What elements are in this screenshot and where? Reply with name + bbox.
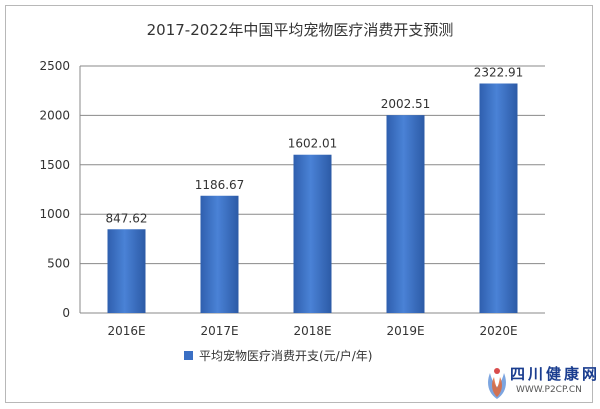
phoenix-logo-icon bbox=[488, 368, 506, 399]
bar bbox=[479, 83, 518, 313]
value-label: 847.62 bbox=[106, 211, 148, 225]
y-tick-labels: 0 500 1000 1500 2000 2500 bbox=[39, 59, 70, 320]
watermark: 四川健康网 WWW.P2CP.CN bbox=[480, 361, 597, 405]
y-tick-label: 2500 bbox=[39, 59, 70, 73]
value-label: 1186.67 bbox=[195, 178, 245, 192]
y-tick-label: 1000 bbox=[39, 207, 70, 221]
bar bbox=[107, 229, 146, 313]
bar bbox=[200, 195, 239, 313]
bar bbox=[293, 154, 332, 313]
y-tick-label: 0 bbox=[62, 306, 70, 320]
x-tick-label: 2018E bbox=[293, 324, 331, 338]
legend: 平均宠物医疗消费开支(元/户/年) bbox=[184, 348, 372, 363]
bars bbox=[107, 83, 518, 314]
x-tick-label: 2016E bbox=[107, 324, 145, 338]
gridlines bbox=[79, 65, 545, 314]
x-tick-label: 2019E bbox=[386, 324, 424, 338]
legend-label: 平均宠物医疗消费开支(元/户/年) bbox=[199, 348, 372, 363]
y-tick-label: 2000 bbox=[39, 108, 70, 122]
value-label: 1602.01 bbox=[288, 137, 338, 151]
legend-swatch bbox=[184, 351, 193, 360]
y-tick-label: 1500 bbox=[39, 158, 70, 172]
bar bbox=[386, 115, 425, 314]
chart-title: 2017-2022年中国平均宠物医疗消费开支预测 bbox=[147, 21, 454, 39]
x-tick-label: 2017E bbox=[200, 324, 238, 338]
watermark-site: WWW.P2CP.CN bbox=[516, 385, 582, 395]
value-labels: 847.62 1186.67 1602.01 2002.51 2322.91 bbox=[106, 65, 524, 225]
y-tick-label: 500 bbox=[47, 257, 70, 271]
x-tick-labels: 2016E 2017E 2018E 2019E 2020E bbox=[107, 324, 517, 338]
x-tick-label: 2020E bbox=[479, 324, 517, 338]
watermark-name: 四川健康网 bbox=[510, 365, 600, 383]
value-label: 2002.51 bbox=[381, 97, 431, 111]
value-label: 2322.91 bbox=[474, 65, 524, 79]
